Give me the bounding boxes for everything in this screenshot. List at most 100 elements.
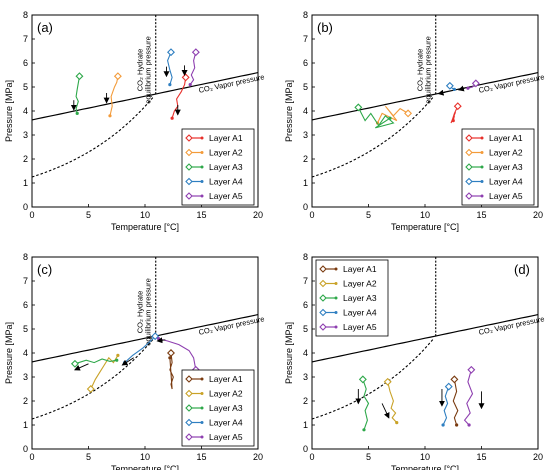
series-line-5 — [158, 338, 197, 370]
legend-entry-label: Layer A1 — [489, 133, 523, 143]
series-end-point-1 — [168, 356, 172, 360]
y-tick-label: 2 — [303, 396, 308, 406]
x-tick-label: 0 — [29, 452, 34, 462]
panel-1: 0 5 10 15 20 0 1 2 3 4 5 6 7 8 Temperature [°C] Pressur… — [4, 10, 265, 232]
series-start-marker-4 — [445, 81, 454, 90]
hydrate-label-line2: equilibrium pressure — [424, 36, 433, 104]
legend-swatch-dot — [200, 194, 204, 198]
series-line-3 — [74, 358, 117, 365]
y-tick-label: 0 — [23, 444, 28, 454]
legend-swatch-dot — [200, 151, 204, 154]
legend-entry-label: Layer A3 — [489, 162, 523, 172]
vapor-pressure-label: CO₂ Vapor pressure — [198, 314, 265, 337]
legend-swatch-marker — [319, 294, 327, 302]
y-tick-label: 6 — [303, 300, 308, 310]
legend-swatch-dot — [334, 282, 338, 285]
legend-entry-label: Layer A3 — [209, 403, 243, 413]
panel-4: 0 5 10 15 20 0 1 2 3 4 5 6 7 8 Temperature [°C] Pressur… — [284, 252, 545, 470]
legend-entry-label: Layer A4 — [209, 418, 243, 428]
series-line-4 — [167, 51, 173, 85]
legend-swatch-dot — [200, 165, 204, 169]
series-start-marker-2 — [86, 385, 95, 393]
legend-entry-label: Layer A4 — [209, 177, 243, 187]
x-tick-label: 0 — [309, 452, 314, 462]
legend-swatch-dot — [200, 406, 204, 410]
hydrate-equilibrium-curve — [311, 338, 434, 420]
series-start-marker-3 — [75, 72, 84, 81]
series-start-marker-2 — [383, 377, 392, 386]
y-tick-label: 2 — [23, 154, 28, 164]
legend-entry-label: Layer A5 — [343, 322, 377, 332]
x-axis-label: Temperature [°C] — [111, 464, 179, 470]
series-start-marker-1 — [167, 349, 175, 357]
legend-swatch-marker — [185, 177, 193, 186]
series-line-5 — [463, 369, 474, 426]
y-tick-label: 2 — [303, 154, 308, 164]
series-start-marker-3 — [70, 359, 79, 368]
x-tick-label: 0 — [29, 210, 34, 220]
y-tick-label: 8 — [303, 10, 308, 20]
legend-swatch-marker — [319, 323, 327, 331]
series-start-marker-5 — [471, 79, 480, 88]
vapor-pressure-label: CO₂ Vapor pressure — [198, 72, 265, 95]
y-tick-label: 0 — [303, 202, 308, 212]
hydrate-label-line1: CO₂ Hydrate — [416, 49, 425, 92]
series-line-3 — [75, 76, 81, 114]
x-tick-label: 10 — [420, 452, 430, 462]
legend-swatch-marker — [185, 418, 193, 427]
panel-label: (d) — [514, 262, 530, 277]
y-tick-label: 3 — [23, 372, 28, 382]
y-tick-label: 5 — [303, 82, 308, 92]
legend-swatch-marker — [319, 308, 327, 317]
x-tick-label: 15 — [196, 452, 206, 462]
series-start-marker-1 — [453, 102, 462, 111]
legend-entry-label: Layer A4 — [489, 177, 523, 187]
y-tick-label: 7 — [23, 276, 28, 286]
y-tick-label: 5 — [23, 82, 28, 92]
series-end-point-3 — [75, 111, 79, 115]
legend-swatch-marker — [185, 192, 193, 200]
panel-label: (c) — [37, 262, 52, 277]
y-tick-label: 5 — [303, 324, 308, 334]
series-start-marker-5 — [467, 365, 476, 374]
trend-arrow — [437, 89, 446, 96]
series-line-3 — [357, 107, 395, 129]
panel-2: 0 5 10 15 20 0 1 2 3 4 5 6 7 8 Temperature [°C] Pressur… — [284, 10, 545, 232]
x-tick-label: 15 — [196, 210, 206, 220]
series-start-marker-3 — [358, 375, 367, 384]
panel-label: (a) — [37, 20, 53, 35]
legend-swatch-dot — [334, 296, 338, 300]
y-tick-label: 3 — [303, 130, 308, 140]
y-tick-label: 4 — [303, 106, 308, 116]
x-axis-label: Temperature [°C] — [111, 222, 179, 232]
series-end-point-4 — [441, 423, 445, 427]
y-tick-label: 4 — [303, 348, 308, 358]
legend-swatch-marker — [465, 134, 473, 142]
y-tick-label: 6 — [23, 300, 28, 310]
series-end-point-3 — [362, 428, 366, 432]
legend-entry-label: Layer A1 — [343, 264, 377, 274]
legend-swatch-marker — [185, 375, 193, 383]
series-line-4 — [442, 386, 450, 426]
y-tick-label: 7 — [303, 34, 308, 44]
legend-swatch-marker — [185, 389, 193, 398]
hydrate-equilibrium-curve — [311, 96, 434, 178]
y-axis-label: Pressure [MPa] — [284, 80, 294, 142]
y-axis-label: Pressure [MPa] — [4, 80, 14, 142]
series-line-2 — [90, 355, 119, 390]
y-tick-label: 1 — [303, 420, 308, 430]
series-line-2 — [109, 76, 119, 116]
y-tick-label: 8 — [23, 10, 28, 20]
x-tick-label: 10 — [140, 452, 150, 462]
series-line-3 — [362, 379, 370, 430]
series-line-5 — [189, 52, 197, 85]
legend-swatch-marker — [319, 279, 327, 288]
x-tick-label: 20 — [253, 210, 263, 220]
series-line-2 — [387, 381, 398, 423]
vapor-pressure-label: CO₂ Vapor pressure — [478, 72, 545, 95]
y-tick-label: 2 — [23, 396, 28, 406]
legend-swatch-marker — [465, 192, 473, 200]
series-end-point-5 — [156, 337, 161, 341]
series-start-marker-4 — [444, 382, 453, 391]
